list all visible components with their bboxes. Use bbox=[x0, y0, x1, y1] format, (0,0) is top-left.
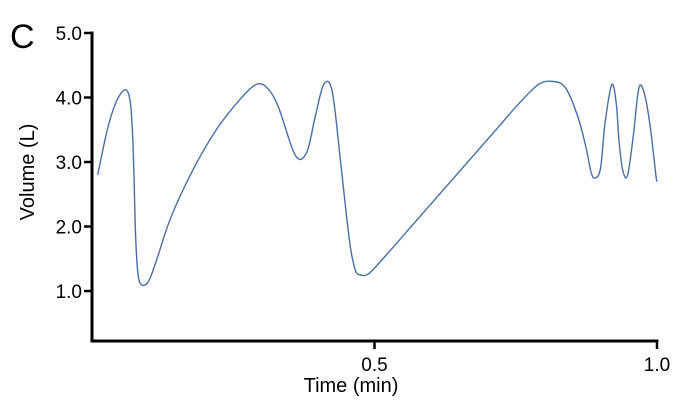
x-tick-label: 0.5 bbox=[361, 355, 387, 376]
y-axis-label: Volume (L) bbox=[17, 124, 39, 221]
y-tick-label: 1.0 bbox=[56, 282, 82, 303]
y-tick-label: 3.0 bbox=[56, 153, 82, 174]
x-ticks: 0.5 1.0 bbox=[361, 341, 670, 376]
x-axis-label: Time (min) bbox=[304, 375, 399, 397]
panel-label: C bbox=[10, 18, 35, 56]
axes bbox=[90, 31, 659, 343]
y-tick-label: 5.0 bbox=[56, 24, 82, 45]
y-ticks: 1.0 2.0 3.0 4.0 5.0 bbox=[56, 24, 92, 303]
volume-series-line bbox=[96, 80, 658, 287]
series-layer bbox=[96, 80, 658, 287]
x-tick-label: 1.0 bbox=[644, 355, 670, 376]
y-tick-label: 4.0 bbox=[56, 89, 82, 110]
y-tick-label: 2.0 bbox=[56, 218, 82, 239]
